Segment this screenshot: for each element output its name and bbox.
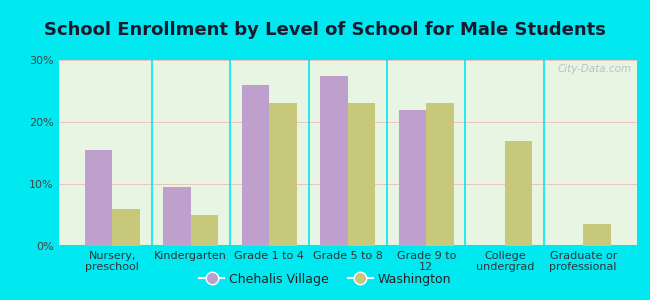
Bar	[242, 85, 269, 246]
Bar	[505, 141, 532, 246]
Bar	[583, 224, 611, 246]
Bar	[398, 110, 426, 246]
Bar	[348, 103, 375, 246]
Bar	[190, 215, 218, 246]
Bar	[320, 76, 348, 246]
Bar	[269, 103, 297, 246]
Text: School Enrollment by Level of School for Male Students: School Enrollment by Level of School for…	[44, 21, 606, 39]
Bar	[112, 209, 140, 246]
Legend: Chehalis Village, Washington: Chehalis Village, Washington	[194, 268, 456, 291]
Bar	[426, 103, 454, 246]
Text: City-Data.com: City-Data.com	[557, 64, 631, 74]
Bar	[163, 187, 190, 246]
Bar	[84, 150, 112, 246]
